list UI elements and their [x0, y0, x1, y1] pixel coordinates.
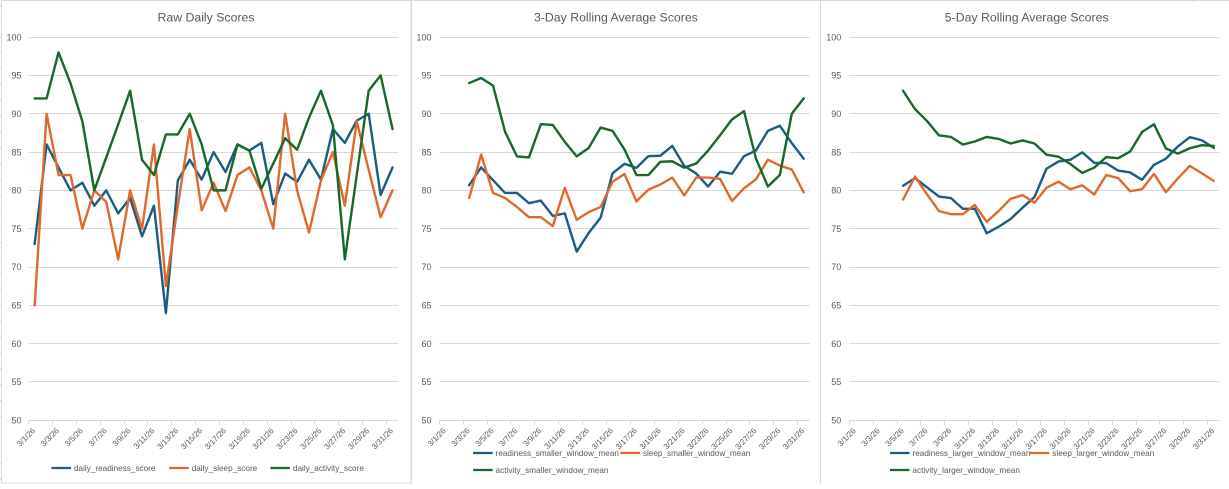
- svg-text:sleep_smaller_window_mean: sleep_smaller_window_mean: [643, 449, 751, 458]
- svg-text:100: 100: [416, 32, 431, 42]
- svg-text:60: 60: [421, 339, 431, 349]
- svg-text:50: 50: [831, 416, 841, 426]
- svg-text:daily_sleep_score: daily_sleep_score: [192, 464, 258, 473]
- svg-text:readiness_larger_window_mean: readiness_larger_window_mean: [913, 449, 1031, 458]
- svg-text:60: 60: [11, 339, 21, 349]
- svg-text:85: 85: [421, 147, 431, 157]
- svg-text:55: 55: [421, 377, 431, 387]
- svg-text:5-Day Rolling Average Scores: 5-Day Rolling Average Scores: [945, 10, 1109, 24]
- svg-text:55: 55: [11, 377, 21, 387]
- svg-text:55: 55: [831, 377, 841, 387]
- svg-text:daily_activity_score: daily_activity_score: [293, 464, 364, 473]
- svg-text:65: 65: [831, 301, 841, 311]
- svg-text:80: 80: [421, 186, 431, 196]
- svg-text:readiness_smaller_window_mean: readiness_smaller_window_mean: [496, 449, 620, 458]
- svg-text:3-Day Rolling Average Scores: 3-Day Rolling Average Scores: [534, 10, 698, 24]
- svg-text:50: 50: [11, 416, 21, 426]
- svg-text:75: 75: [421, 224, 431, 234]
- svg-text:95: 95: [421, 71, 431, 81]
- svg-text:90: 90: [831, 109, 841, 119]
- svg-text:95: 95: [831, 71, 841, 81]
- svg-text:sleep_larger_window_mean: sleep_larger_window_mean: [1052, 449, 1154, 458]
- svg-text:Raw Daily Scores: Raw Daily Scores: [157, 10, 254, 24]
- svg-text:100: 100: [6, 32, 21, 42]
- svg-text:85: 85: [11, 147, 21, 157]
- svg-text:60: 60: [831, 339, 841, 349]
- svg-text:90: 90: [421, 109, 431, 119]
- svg-text:70: 70: [421, 262, 431, 272]
- svg-text:95: 95: [11, 71, 21, 81]
- svg-text:activity_larger_window_mean: activity_larger_window_mean: [913, 466, 1021, 475]
- svg-text:70: 70: [11, 262, 21, 272]
- svg-text:75: 75: [11, 224, 21, 234]
- svg-text:50: 50: [421, 416, 431, 426]
- svg-text:75: 75: [831, 224, 841, 234]
- svg-text:100: 100: [826, 32, 841, 42]
- svg-text:80: 80: [11, 186, 21, 196]
- svg-text:65: 65: [11, 301, 21, 311]
- svg-text:85: 85: [831, 147, 841, 157]
- svg-text:80: 80: [831, 186, 841, 196]
- svg-text:70: 70: [831, 262, 841, 272]
- svg-text:daily_readiness_score: daily_readiness_score: [74, 464, 156, 473]
- svg-text:activity_smaller_window_mean: activity_smaller_window_mean: [496, 466, 609, 475]
- svg-text:65: 65: [421, 301, 431, 311]
- svg-text:90: 90: [11, 109, 21, 119]
